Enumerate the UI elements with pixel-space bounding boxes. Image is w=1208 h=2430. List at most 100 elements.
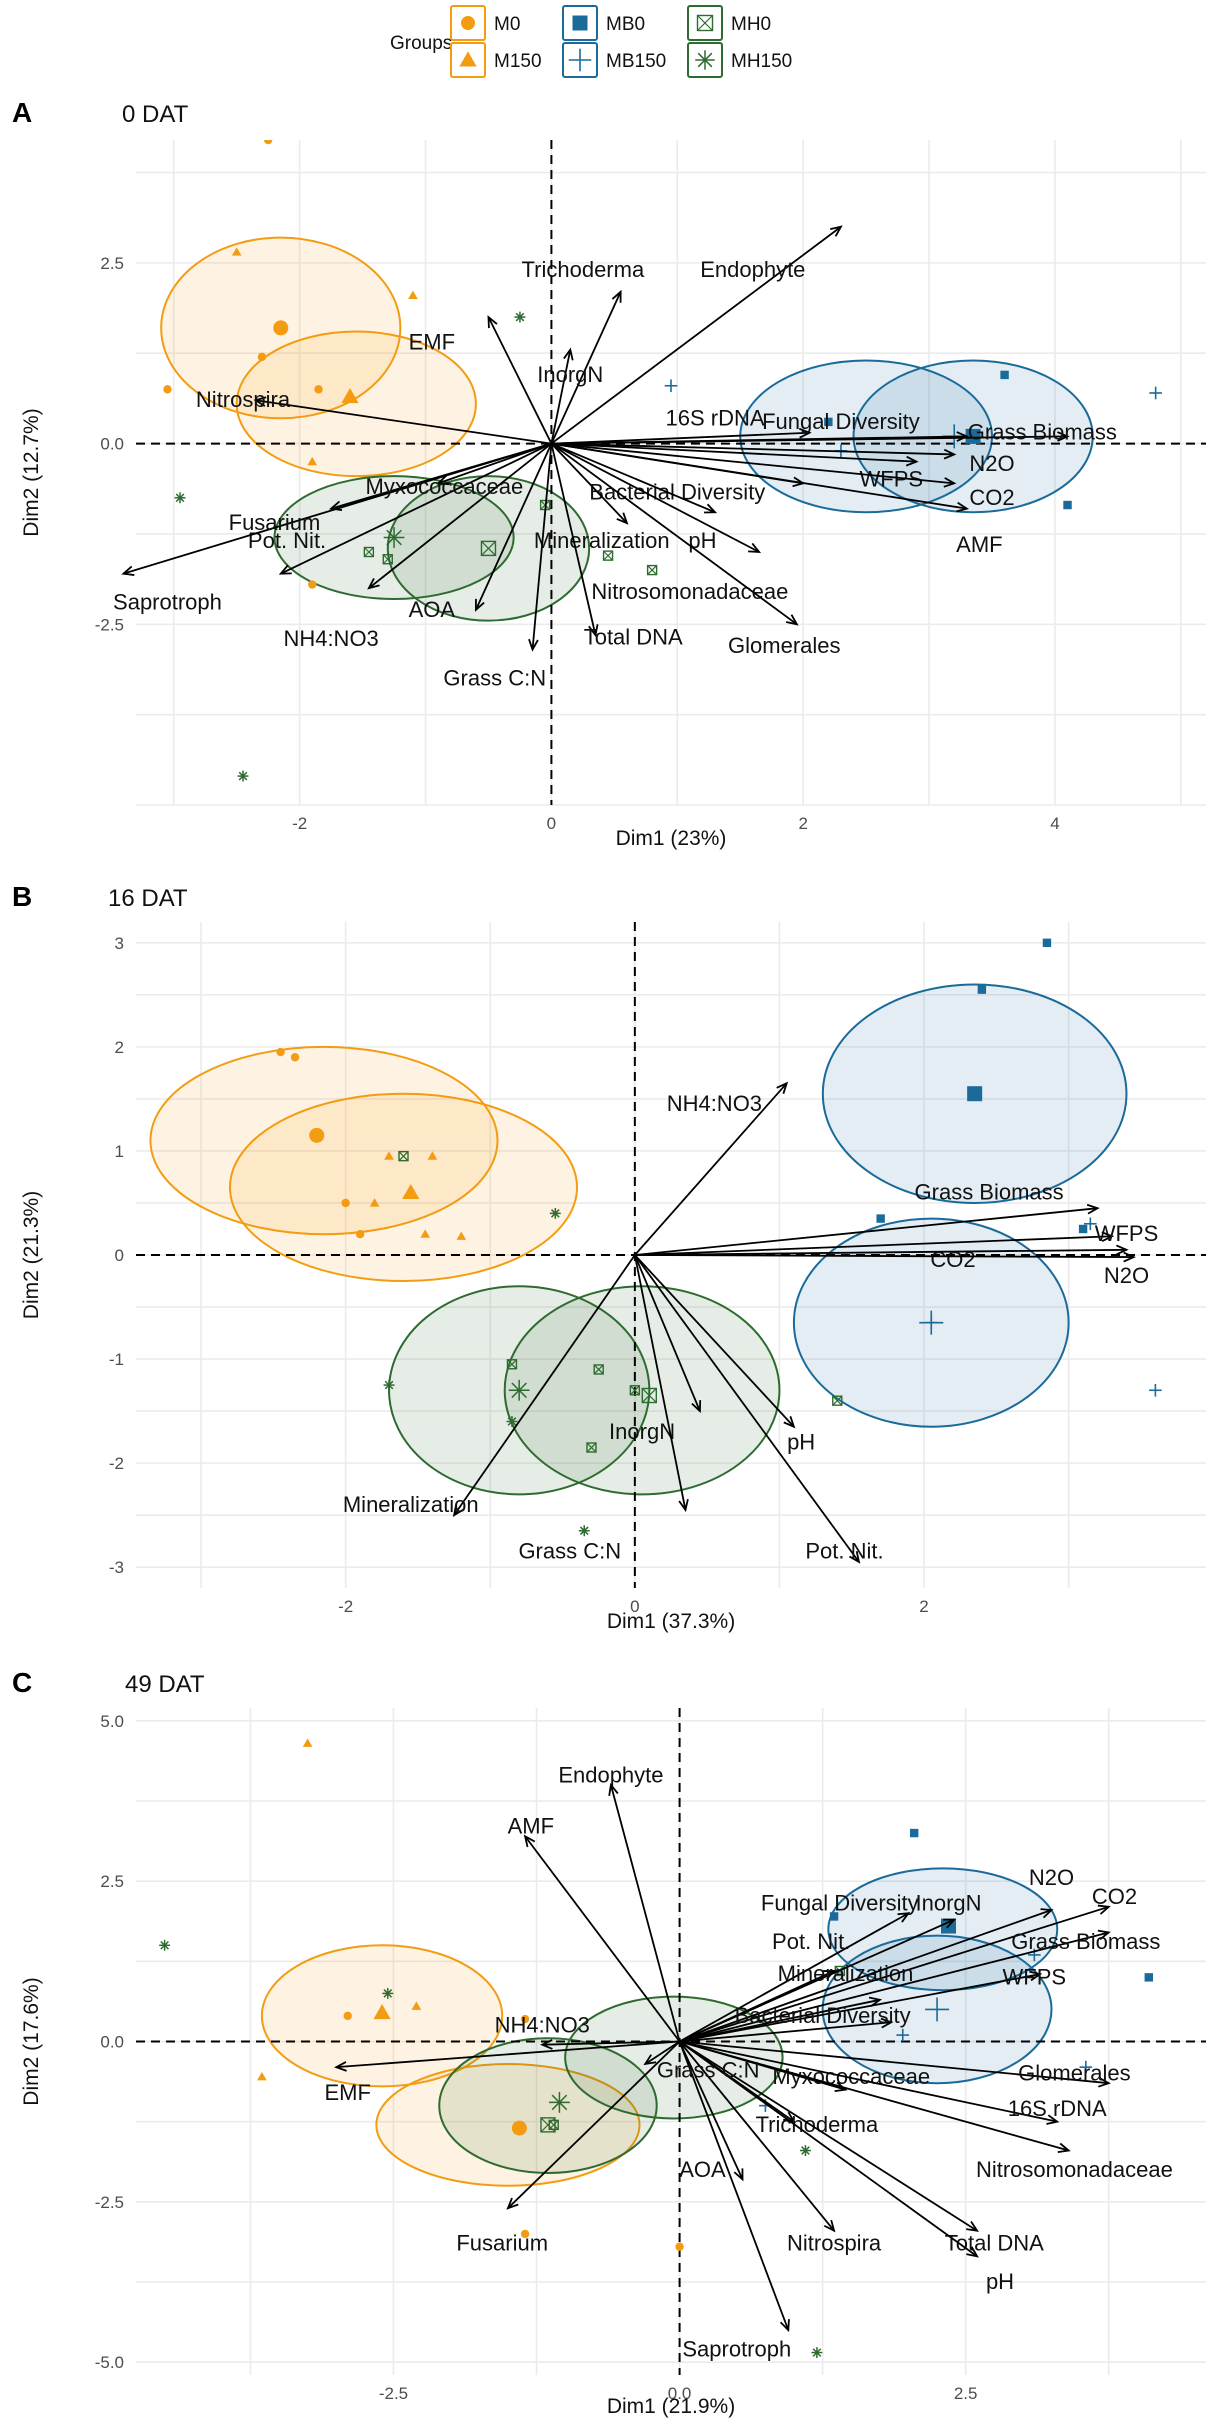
vector-nitrospira: Nitrospira bbox=[196, 387, 552, 445]
point-mb0 bbox=[824, 417, 833, 427]
point-m0 bbox=[675, 2242, 684, 2251]
point-m150 bbox=[369, 1198, 380, 1207]
vector-label: N2O bbox=[969, 451, 1014, 476]
point-m0 bbox=[263, 140, 273, 145]
point-mh150 bbox=[506, 1416, 518, 1427]
vector-16s-rdna: 16S rDNA bbox=[679, 2040, 1107, 2125]
vector-label: pH bbox=[986, 2269, 1014, 2294]
panel-a-plot: Trichoderma Endophyte EMF InorgN 16S rDNAFun… bbox=[20, 140, 1206, 850]
vector-pot-nit-: Pot. Nit. bbox=[634, 1254, 884, 1564]
vector-grass-c-n: Grass C:N bbox=[518, 1254, 689, 1564]
vector-amf: AMF bbox=[508, 1814, 681, 2043]
point-m0 bbox=[314, 385, 323, 394]
vector-label: Nitrospira bbox=[196, 387, 291, 412]
point-m150 bbox=[427, 1151, 438, 1160]
legend: Groups M0 M150 MB0 MB150 MH0 MH150 bbox=[390, 5, 792, 78]
variable-vectors: NH4:NO3 Grass Biomass WFPS CO2 N2O InorgN pH Po… bbox=[343, 1081, 1158, 1564]
ellipse-m150 bbox=[235, 330, 477, 478]
point-mh0 bbox=[586, 1442, 597, 1453]
vector-label: Mineralization bbox=[343, 1492, 479, 1517]
vector-label: EMF bbox=[324, 2080, 370, 2105]
vector-myxococcaceae: Myxococcaceae bbox=[366, 442, 552, 499]
point-m150 bbox=[411, 2001, 422, 2010]
point-mb0 bbox=[1078, 1224, 1088, 1234]
vector-total-dna: Total DNA bbox=[550, 443, 683, 649]
point-m0 bbox=[343, 2011, 352, 2021]
point-m0 bbox=[520, 2229, 530, 2239]
vector-label: AMF bbox=[508, 1814, 554, 1839]
legend-key-mh150 bbox=[695, 50, 715, 70]
panel-b-title: 16 DAT bbox=[108, 885, 188, 912]
point-mh150 bbox=[514, 311, 526, 323]
point-mb150 bbox=[1084, 1217, 1097, 1231]
centroid-mh150 bbox=[508, 1379, 530, 1401]
panel-c-title: 49 DAT bbox=[125, 1671, 205, 1698]
vector-label: 16S rDNA bbox=[666, 405, 765, 430]
ellipse-mh0 bbox=[438, 2037, 658, 2174]
y-tick-label: -2.5 bbox=[95, 615, 124, 634]
vector-nh4-no3: NH4:NO3 bbox=[634, 1081, 789, 1256]
y-tick-label: 0 bbox=[115, 1246, 124, 1265]
point-mh0 bbox=[382, 554, 393, 565]
vector-label: Fusarium bbox=[456, 2231, 548, 2256]
point-m150 bbox=[307, 456, 318, 466]
y-tick-label: -5.0 bbox=[95, 2353, 124, 2372]
legend-item-mb0: MB0 bbox=[562, 5, 645, 41]
point-mb0 bbox=[829, 1912, 839, 1921]
y-tick-label: 5.0 bbox=[100, 1712, 124, 1731]
vector-label: AOA bbox=[679, 2157, 726, 2182]
point-m0 bbox=[276, 1047, 285, 1057]
legend-label: MB150 bbox=[606, 51, 666, 72]
centroid-m150 bbox=[341, 387, 359, 404]
y-tick-label: 2.5 bbox=[100, 254, 124, 273]
y-tick-label: -3 bbox=[109, 1558, 124, 1577]
y-tick-label: -1 bbox=[109, 1350, 124, 1369]
legend-key-mb150 bbox=[568, 48, 592, 72]
vector-fusarium: Fusarium bbox=[229, 442, 552, 535]
vector-n2o: N2O bbox=[634, 1251, 1149, 1288]
point-m0 bbox=[341, 1198, 350, 1208]
vector-nitrosomonadaceae: Nitrosomonadaceae bbox=[679, 2040, 1173, 2182]
vector-trichoderma: Trichoderma bbox=[679, 2040, 879, 2137]
vector-label: WFPS bbox=[1003, 1964, 1067, 1989]
vector-label: AMF bbox=[956, 532, 1002, 557]
point-mh150 bbox=[174, 492, 186, 504]
vector-label: Glomerales bbox=[728, 633, 840, 658]
point-mh150 bbox=[811, 2347, 823, 2359]
vector-label: CO2 bbox=[930, 1247, 975, 1272]
centroid-mb0 bbox=[967, 1086, 983, 1102]
vector-co2: CO2 bbox=[551, 442, 1015, 510]
x-tick-label: 2 bbox=[798, 814, 807, 833]
legend-key-mb0 bbox=[572, 15, 588, 31]
variable-vectors: Trichoderma Endophyte EMF InorgN 16S rDNAFun… bbox=[113, 225, 1117, 691]
point-m150 bbox=[420, 1229, 431, 1238]
centroid-mb0 bbox=[965, 428, 981, 444]
point-mh0 bbox=[593, 1364, 604, 1375]
vector-endophyte: Endophyte bbox=[550, 225, 843, 445]
point-m0 bbox=[355, 1229, 365, 1239]
vector-mineralization: Mineralization bbox=[679, 1961, 913, 2043]
vector-fungal-diversity: Fungal Diversity bbox=[679, 1891, 919, 2043]
legend-key-mh0 bbox=[696, 14, 714, 32]
vector-label: CO2 bbox=[1092, 1884, 1137, 1909]
vector-pot-nit-: Pot. Nit. bbox=[679, 1929, 850, 2043]
vector-wfps: WFPS bbox=[634, 1221, 1158, 1256]
vector-aoa: AOA bbox=[678, 2041, 744, 2182]
centroid-m0 bbox=[273, 320, 289, 336]
centroid-m150 bbox=[373, 2004, 391, 2020]
y-tick-label: 1 bbox=[115, 1142, 124, 1161]
legend-label: M150 bbox=[494, 51, 542, 72]
point-mb0 bbox=[1144, 1973, 1153, 1982]
sample-points bbox=[163, 140, 1162, 782]
legend-item-mb150: MB150 bbox=[562, 42, 666, 78]
legend-key-m150 bbox=[459, 51, 477, 67]
vector-saprotroph: Saprotroph bbox=[678, 2041, 791, 2361]
point-mh0 bbox=[832, 1395, 843, 1406]
x-tick-label: 4 bbox=[1050, 814, 1059, 833]
ellipse-m0 bbox=[375, 2062, 641, 2187]
point-mb150 bbox=[664, 379, 678, 393]
centroid-mb150 bbox=[919, 1310, 944, 1335]
ellipse-m150 bbox=[228, 1092, 579, 1283]
point-mb150 bbox=[1079, 2060, 1093, 2074]
x-tick-label: 0 bbox=[547, 814, 556, 833]
